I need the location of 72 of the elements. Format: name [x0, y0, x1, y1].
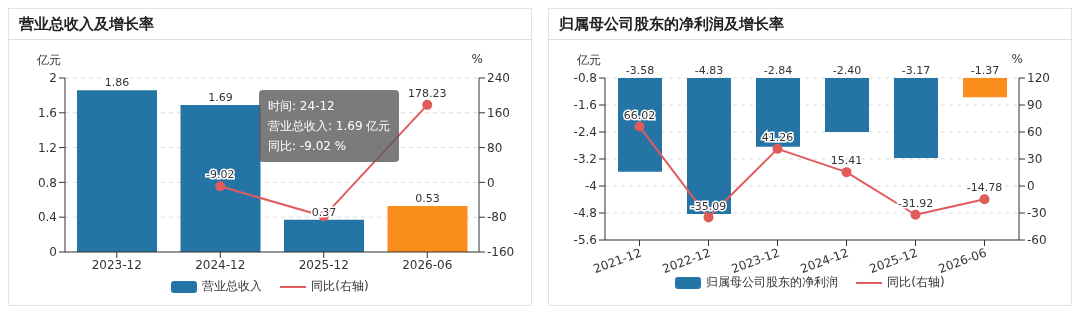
data-label: -2.84: [763, 64, 793, 77]
point: [634, 121, 645, 132]
y-tick-label: 1.2: [37, 140, 57, 155]
bar: [387, 205, 468, 252]
y2-tick-label: 30: [1027, 152, 1043, 167]
y-tick-label: -4: [585, 179, 597, 194]
x-tick-label: 2024-12: [195, 257, 246, 272]
data-label: -9.02: [206, 168, 235, 182]
y-tick-label: -3.2: [573, 152, 597, 167]
data-label: -4.83: [694, 64, 724, 77]
data-label: 1.86: [104, 76, 130, 90]
y-axis-title: 亿元: [577, 52, 601, 69]
y-tick-label: -5.6: [573, 233, 597, 248]
y2-tick-label: 60: [1027, 125, 1043, 140]
data-label: 41.26: [761, 130, 794, 144]
data-label: -2.40: [832, 64, 862, 77]
bar: [77, 90, 157, 252]
data-label: 1.69: [208, 90, 233, 104]
annotation: 同比: -9.02 %: [268, 138, 348, 155]
data-label: 66.02: [623, 108, 656, 122]
data-label: 15.41: [830, 154, 863, 168]
y2-tick-label: 90: [1027, 98, 1043, 113]
x-tick-label: 2023-12: [91, 257, 142, 272]
annotation: 营业总收入: 1.69 亿元: [268, 118, 391, 135]
y-tick-label: -0.8: [573, 71, 597, 86]
data-label: -14.78: [966, 181, 1003, 195]
chart-title: 营业总收入及增长率: [9, 9, 531, 40]
point: [215, 181, 226, 192]
bar: [284, 219, 364, 252]
y2-tick-label: -60: [1027, 233, 1047, 248]
y2-axis-title: %: [1011, 52, 1023, 66]
y2-tick-label: -30: [1027, 206, 1047, 221]
y2-tick-label: -160: [487, 245, 515, 260]
y2-axis-title: %: [471, 52, 483, 66]
y-axis-title: 亿元: [37, 52, 61, 69]
y-tick-label: -1.6: [573, 98, 597, 113]
x-tick-label: 2025-12: [298, 257, 349, 272]
data-label: -31.92: [897, 196, 934, 210]
legend-label: 营业总收入: [201, 278, 263, 295]
data-label: 178.23: [408, 86, 447, 100]
chart-title: 归属母公司股东的净利润及增长率: [549, 9, 1071, 40]
y-tick-label: 2: [49, 71, 57, 86]
data-label: 0.53: [415, 191, 440, 205]
point: [772, 143, 783, 154]
y-tick-label: -2.4: [573, 125, 597, 140]
y-tick-label: 0: [49, 245, 57, 260]
y2-tick-label: 80: [487, 140, 503, 155]
y2-tick-label: -80: [487, 210, 507, 225]
y2-tick-label: 160: [487, 106, 510, 121]
tooltip-box: 时间: 24-12 营业总收入: 1.69 亿元 同比: -9.02 %: [259, 90, 400, 162]
y2-tick-label: 120: [1027, 71, 1050, 86]
y2-tick-label: 0: [1027, 179, 1035, 194]
point: [703, 212, 714, 223]
bar: [180, 104, 261, 252]
data-label: -3.17: [901, 64, 931, 77]
data-label: -3.58: [625, 64, 655, 77]
y2-tick-label: 240: [487, 71, 510, 86]
x-tick-label: 2026-06: [402, 257, 453, 272]
y-tick-label: 1.6: [37, 106, 57, 121]
point: [910, 209, 921, 220]
legend-label: 同比(右轴): [310, 278, 369, 295]
annotation: 时间: 24-12: [268, 98, 336, 115]
y2-tick-label: 0: [487, 175, 495, 190]
legend-label: 同比(右轴): [886, 274, 945, 291]
y-tick-label: -4.8: [573, 206, 597, 221]
point: [841, 167, 852, 178]
y-tick-label: 0.4: [37, 210, 57, 225]
point: [422, 99, 433, 110]
point: [979, 194, 990, 205]
legend-label: 归属母公司股东的净利润: [705, 274, 839, 291]
y-tick-label: 0.8: [37, 175, 57, 190]
data-label: -1.37: [970, 64, 1000, 77]
